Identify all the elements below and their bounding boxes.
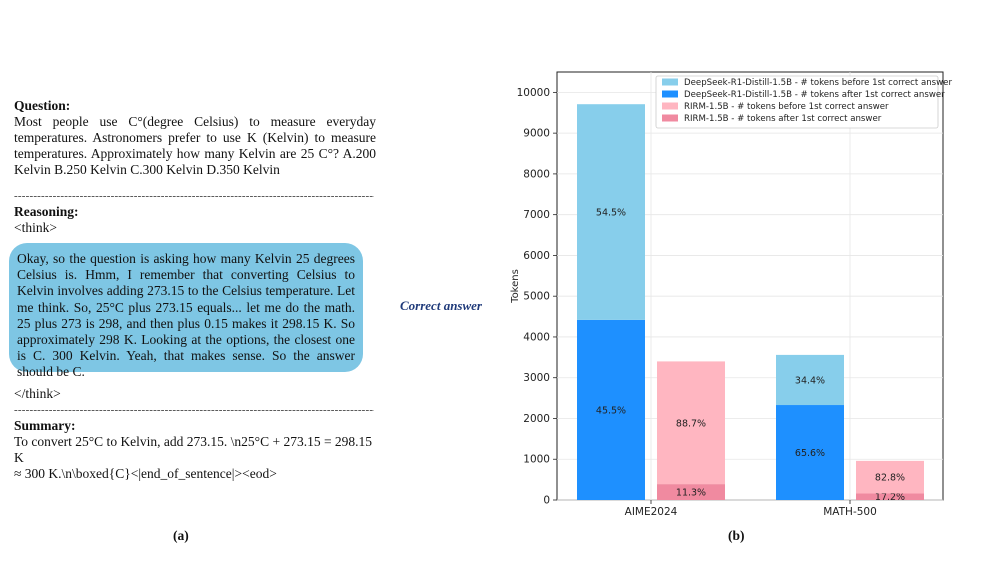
bar-percent-label: 34.4% xyxy=(795,375,825,386)
think-close-tag: </think> xyxy=(14,386,61,401)
divider: ----------------------------------------… xyxy=(14,404,374,416)
question-line: temperatures. Approximately how many Kel… xyxy=(14,146,376,161)
think-open-tag: <think> xyxy=(14,220,57,235)
reasoning-heading: Reasoning: xyxy=(14,204,79,219)
correct-answer-label: Correct answer xyxy=(400,298,482,313)
y-tick-label: 0 xyxy=(543,495,550,507)
panel-label-b: (b) xyxy=(728,528,745,543)
bar-percent-label: 17.2% xyxy=(875,492,905,503)
summary-line: To convert 25°C to Kelvin, add 273.15. \… xyxy=(14,434,373,465)
summary-section: </think> -------------------------------… xyxy=(14,386,376,482)
question-heading: Question: xyxy=(14,98,71,113)
y-tick-label: 6000 xyxy=(523,250,550,262)
bar-percent-label: 65.6% xyxy=(795,448,825,459)
bar-segment xyxy=(657,484,725,500)
y-tick-label: 10000 xyxy=(517,87,550,99)
legend-label: DeepSeek-R1-Distill-1.5B - # tokens afte… xyxy=(684,90,945,100)
y-tick-label: 5000 xyxy=(523,291,550,303)
y-tick-label: 4000 xyxy=(523,331,550,343)
grid xyxy=(557,72,943,501)
bar-segment xyxy=(776,405,844,500)
bar-percent-label: 11.3% xyxy=(676,488,706,499)
question-line: Most people use C°(degree Celsius) to me… xyxy=(14,114,376,129)
y-tick-label: 1000 xyxy=(523,454,550,466)
axes: 0 1000 2000 3000 4000 5000 6000 7000 8000 9000 100… xyxy=(517,87,877,518)
legend: DeepSeek-R1-Distill-1.5B - # tokens befo… xyxy=(655,75,952,129)
x-tick-label: AIME2024 xyxy=(625,506,678,518)
bar-percent-label: 45.5% xyxy=(596,405,626,416)
bar-percent-label: 88.7% xyxy=(676,418,706,429)
legend-label: RIRM-1.5B - # tokens before 1st correct … xyxy=(684,102,889,112)
legend-label: DeepSeek-R1-Distill-1.5B - # tokens befo… xyxy=(684,78,952,88)
bar-segment xyxy=(856,460,924,494)
y-tick-label: 9000 xyxy=(523,128,550,140)
question-line: Kelvin B.250 Kelvin C.300 Kelvin D.350 K… xyxy=(14,162,280,177)
legend-box xyxy=(655,75,939,129)
bar-percent-label: 82.8% xyxy=(875,473,905,484)
bars: 45.5% 54.5% 11.3% 88.7% 65.6% 34.4% 17.2% 82.8% xyxy=(577,104,924,503)
y-axis-label: Tokens xyxy=(510,269,521,304)
y-tick-label: 7000 xyxy=(523,209,550,221)
divider: ----------------------------------------… xyxy=(14,190,374,202)
legend-swatch xyxy=(662,90,678,98)
summary-line: ≈ 300 K.\n\boxed{C}<|end_of_sentence|><e… xyxy=(14,466,277,481)
bar-percent-label: 54.5% xyxy=(596,208,626,219)
y-tick-label: 3000 xyxy=(523,372,550,384)
panel-label-a: (a) xyxy=(173,528,189,543)
y-tick-label: 8000 xyxy=(523,168,550,180)
reasoning-bubble: Okay, so the question is asking how many… xyxy=(9,243,363,379)
bar-segment xyxy=(577,319,645,500)
question-line: temperatures. Astronomers prefer to use … xyxy=(14,130,376,145)
legend-swatch xyxy=(662,102,678,110)
legend-label: RIRM-1.5B - # tokens after 1st correct a… xyxy=(684,114,882,124)
y-tick-label: 2000 xyxy=(523,413,550,425)
x-tick-label: MATH-500 xyxy=(823,506,877,518)
legend-swatch xyxy=(662,114,678,122)
bar-segment xyxy=(776,354,844,406)
question-text: Most people use C°(degree Celsius) to me… xyxy=(14,114,376,178)
bar-segment xyxy=(577,104,645,320)
legend-swatch xyxy=(662,78,678,86)
bar-segment xyxy=(856,493,924,500)
summary-heading: Summary: xyxy=(14,418,76,433)
question-panel: Question: Most people use C°(degree Cels… xyxy=(14,98,376,236)
bar-segment xyxy=(657,361,725,485)
